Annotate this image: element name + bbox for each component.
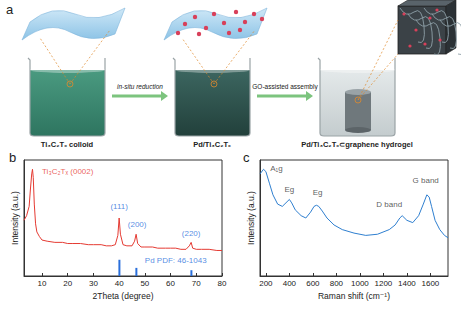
svg-text:800: 800 (330, 279, 344, 288)
svg-text:1600: 1600 (421, 279, 439, 288)
svg-text:Eg: Eg (284, 185, 294, 194)
svg-text:50: 50 (140, 279, 149, 288)
svg-text:400: 400 (283, 279, 297, 288)
svg-text:in-situ reduction: in-situ reduction (117, 83, 163, 90)
svg-text:1400: 1400 (398, 279, 416, 288)
svg-text:2Theta (degree): 2Theta (degree) (93, 291, 154, 301)
svg-text:Intensity (a.u.): Intensity (a.u.) (246, 191, 256, 245)
svg-text:1200: 1200 (374, 279, 392, 288)
svg-text:D band: D band (376, 200, 402, 209)
svg-text:10: 10 (38, 279, 47, 288)
svg-text:600: 600 (306, 279, 320, 288)
svg-text:Eg: Eg (313, 188, 323, 197)
svg-text:Pd/Ti₃C₂Tₓ: Pd/Ti₃C₂Tₓ (193, 140, 231, 149)
svg-text:200: 200 (259, 279, 273, 288)
svg-text:Ti₃C₂Tₓ colloid: Ti₃C₂Tₓ colloid (41, 140, 94, 149)
svg-text:20: 20 (63, 279, 72, 288)
svg-text:30: 30 (89, 279, 98, 288)
svg-text:Raman shift (cm⁻¹): Raman shift (cm⁻¹) (318, 291, 390, 301)
svg-text:c: c (243, 150, 250, 165)
svg-text:Ti₃C₂Tₓ (0002): Ti₃C₂Tₓ (0002) (42, 167, 94, 176)
svg-text:40: 40 (115, 279, 124, 288)
svg-text:Pd/Ti₃C₂Tₓ⊂graphene hydrogel: Pd/Ti₃C₂Tₓ⊂graphene hydrogel (301, 140, 413, 149)
svg-text:(220): (220) (182, 229, 201, 238)
svg-text:G band: G band (413, 176, 439, 185)
svg-text:b: b (9, 150, 16, 165)
svg-text:GO-assisted assembly: GO-assisted assembly (252, 83, 318, 91)
svg-text:60: 60 (166, 279, 175, 288)
svg-text:(200): (200) (128, 220, 147, 229)
svg-text:(111): (111) (110, 202, 128, 211)
svg-text:Intensity (a.u.): Intensity (a.u.) (10, 191, 20, 245)
svg-text:1000: 1000 (351, 279, 369, 288)
svg-text:70: 70 (192, 279, 201, 288)
svg-text:Pd PDF: 46-1043: Pd PDF: 46-1043 (145, 256, 207, 265)
svg-text:a: a (6, 2, 14, 17)
svg-text:80: 80 (218, 279, 227, 288)
svg-text:A₁g: A₁g (270, 164, 282, 173)
